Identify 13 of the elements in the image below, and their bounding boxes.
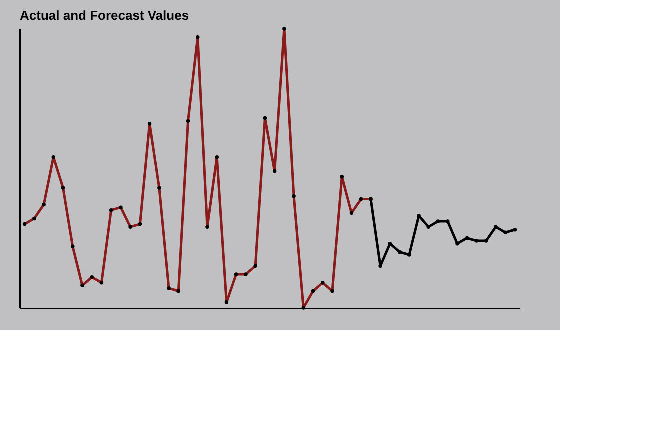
point: [513, 228, 518, 232]
point: [426, 225, 431, 229]
point: [494, 225, 498, 229]
point: [378, 264, 382, 268]
point: [504, 230, 508, 235]
chart-title: Actual and Forecast Values: [20, 8, 190, 24]
point: [465, 236, 469, 240]
point: [474, 239, 479, 243]
point: [446, 220, 450, 224]
point: [398, 250, 402, 254]
point: [408, 253, 412, 257]
point: [436, 220, 440, 224]
point: [484, 239, 488, 243]
